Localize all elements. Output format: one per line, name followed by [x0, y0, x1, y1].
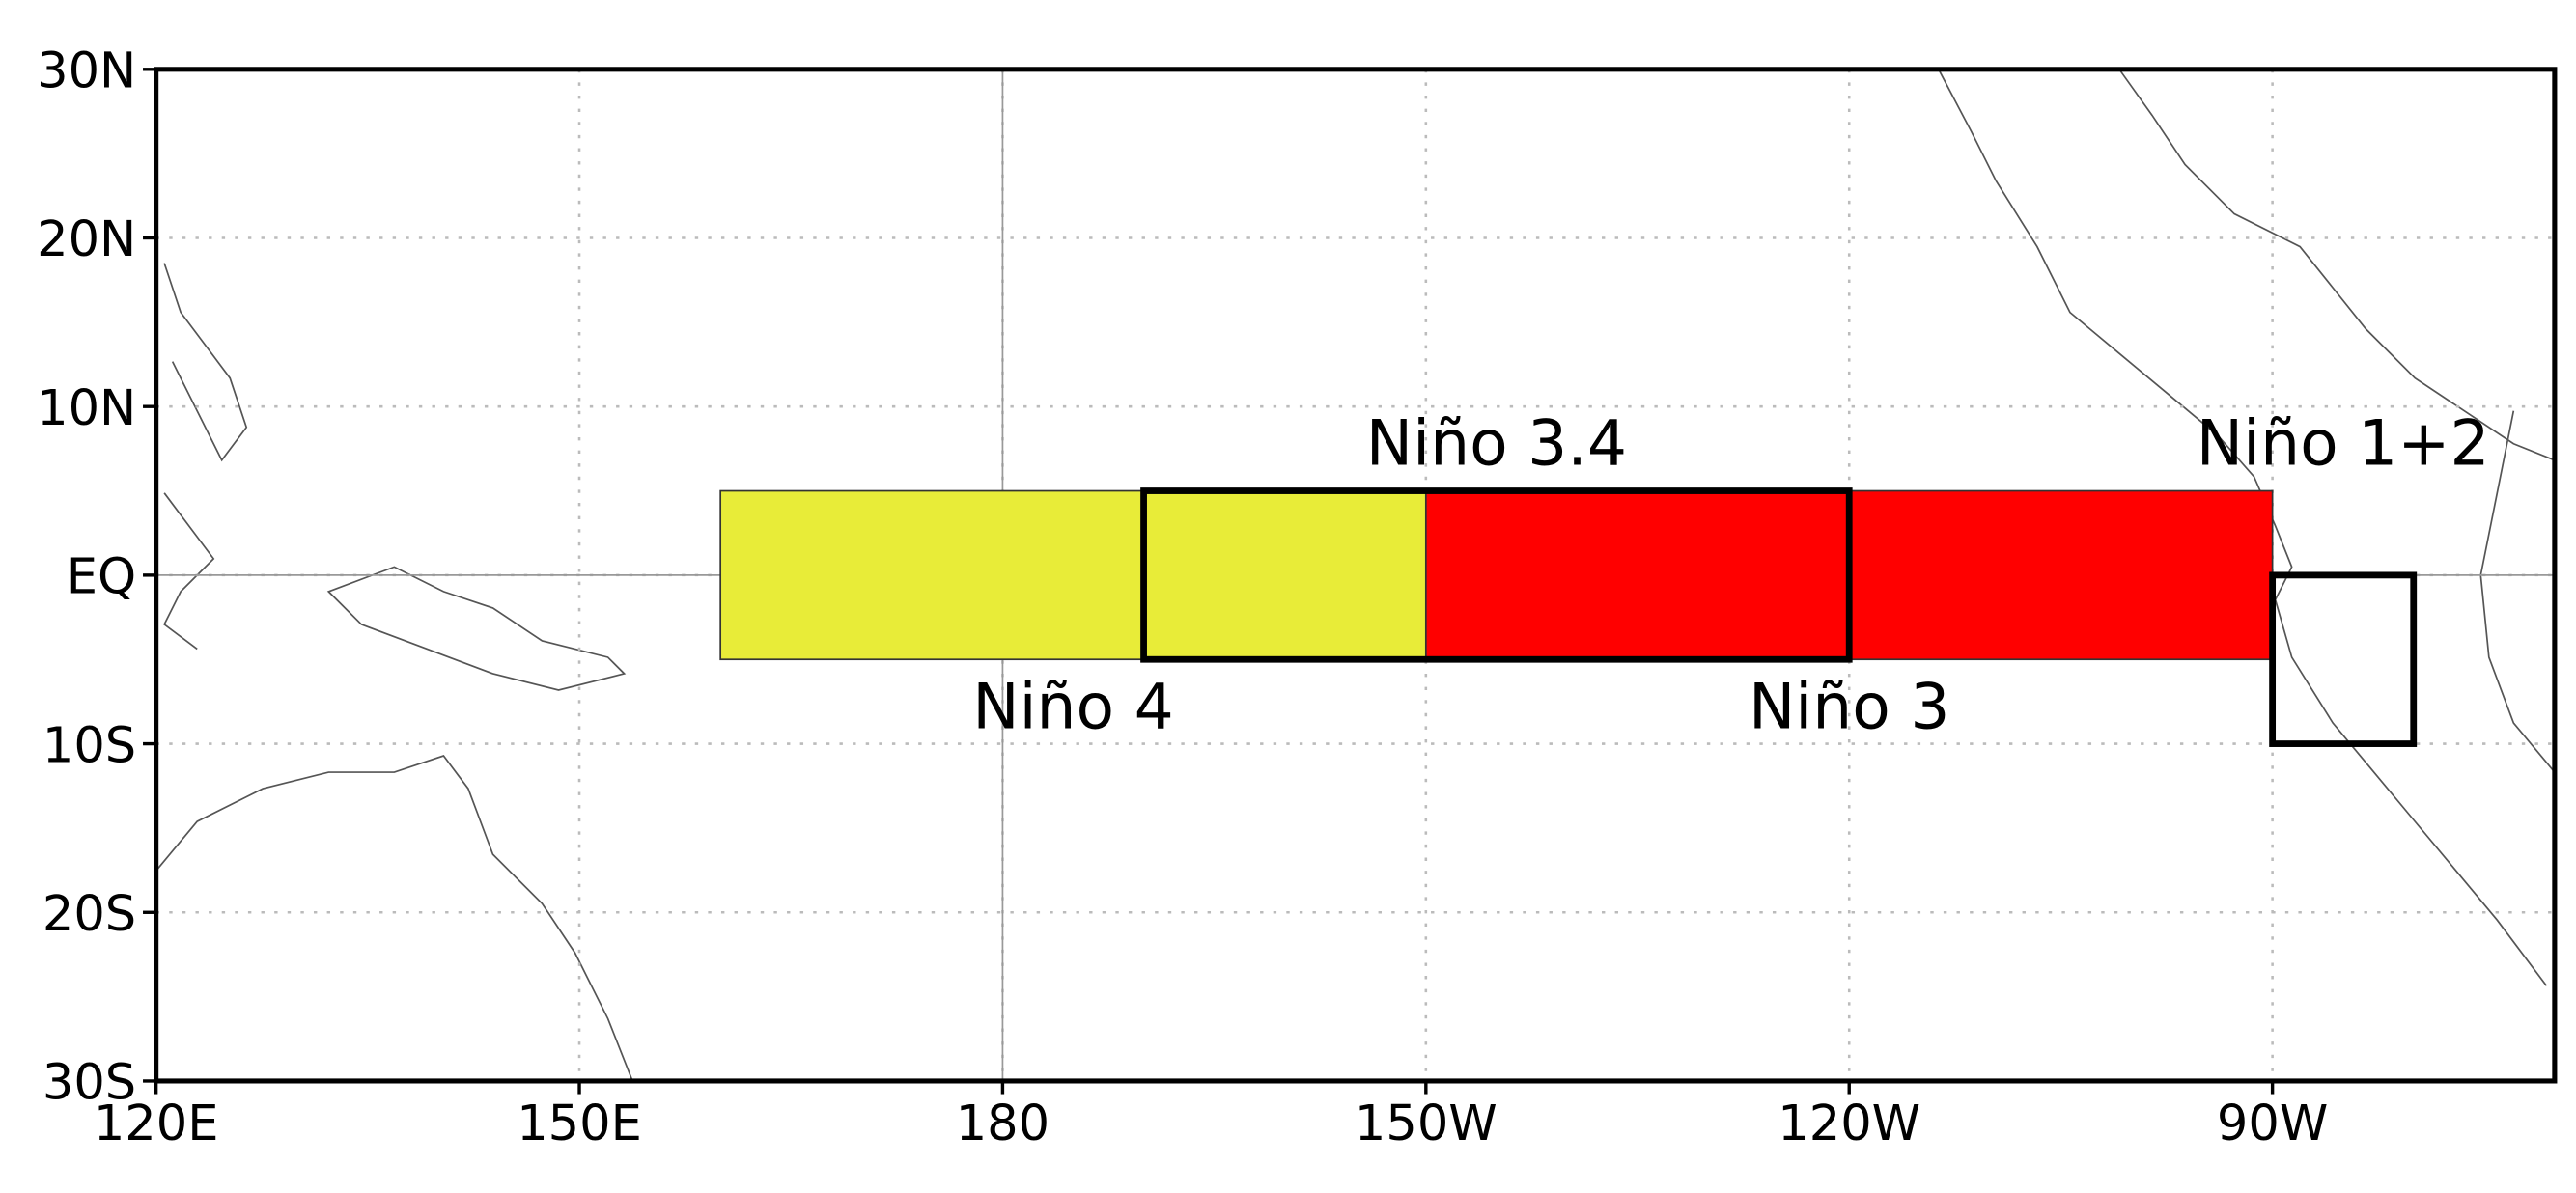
region-outline	[2269, 571, 2418, 747]
x-tick-label: 120E	[94, 1096, 219, 1152]
y-tick-label: EQ	[67, 549, 136, 606]
region-label: Niño 3	[1749, 672, 1950, 744]
coastline	[163, 263, 248, 462]
y-tick-label: 30S	[42, 1055, 136, 1112]
region-label: Niño 3.4	[1366, 407, 1627, 480]
y-tick-label: 10S	[42, 717, 136, 774]
coastline	[2118, 69, 2556, 461]
coastline	[2479, 410, 2556, 773]
regions: Niño 4 Niño 3 Niño 3.4 Niño 1+2	[719, 407, 2490, 747]
y-tick-label: 20N	[37, 211, 136, 268]
x-tick-label: 90W	[2217, 1096, 2328, 1152]
coastline	[326, 566, 627, 691]
frame: 120E 150E 180 150W 120W 90W 30S 20S 10S EQ 10N 20N 3…	[37, 43, 2558, 1152]
plot-border	[154, 67, 2558, 1084]
region-outline	[1140, 487, 1853, 663]
coastline	[163, 492, 215, 651]
y-tick-label: 10N	[37, 380, 136, 437]
region-label: Niño 4	[972, 672, 1174, 744]
coastline	[1938, 69, 2548, 986]
x-tick-label: 150W	[1355, 1096, 1498, 1152]
y-tick-label: 30N	[37, 43, 136, 100]
x-tick-label: 150E	[517, 1096, 642, 1152]
x-tick-label: 120W	[1778, 1096, 1920, 1152]
y-tick-label: 20S	[42, 886, 136, 943]
region-label: Niño 1+2	[2197, 407, 2490, 480]
x-tick-label: 180	[956, 1096, 1050, 1152]
coastline	[154, 755, 633, 1082]
region-fill	[719, 489, 1427, 661]
